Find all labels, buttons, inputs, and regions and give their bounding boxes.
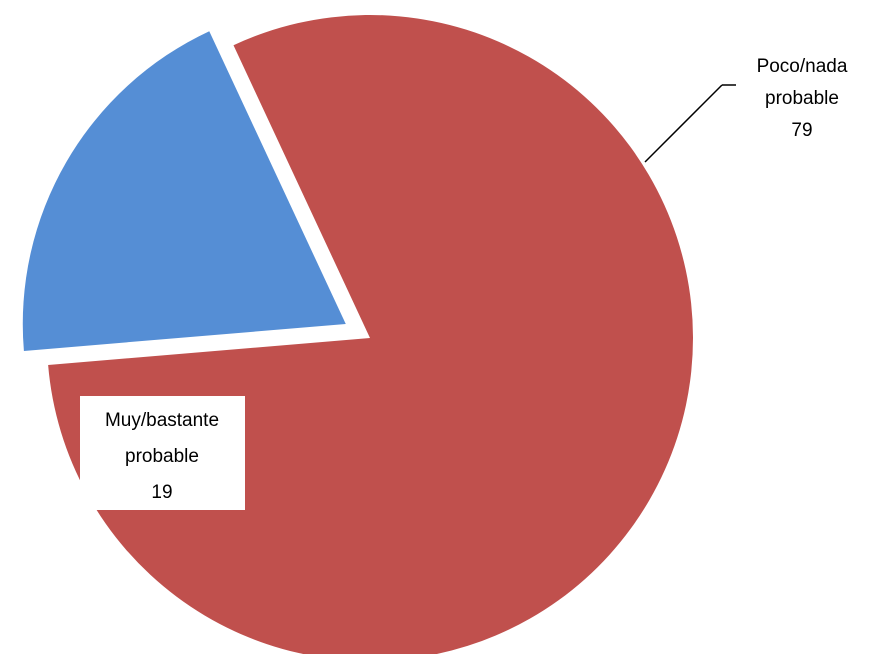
data-label-poco-nada-line2: probable <box>765 88 839 109</box>
data-label-muy-bastante-line1: Muy/bastante <box>105 410 219 431</box>
data-label-poco-nada-line1: Poco/nada <box>757 56 848 77</box>
pie-slice-muy-bastante <box>22 31 346 351</box>
data-label-muy-bastante-line2: probable <box>125 446 199 467</box>
pie-slices <box>22 15 693 654</box>
data-label-muy-bastante-box <box>80 396 245 510</box>
data-label-muy-bastante: Muy/bastante probable 19 <box>80 396 245 510</box>
data-label-muy-bastante-value: 19 <box>151 482 172 503</box>
data-label-poco-nada-value: 79 <box>791 120 812 141</box>
data-label-poco-nada: Poco/nada probable 79 <box>757 56 848 141</box>
leader-line-poco-nada <box>644 84 723 163</box>
